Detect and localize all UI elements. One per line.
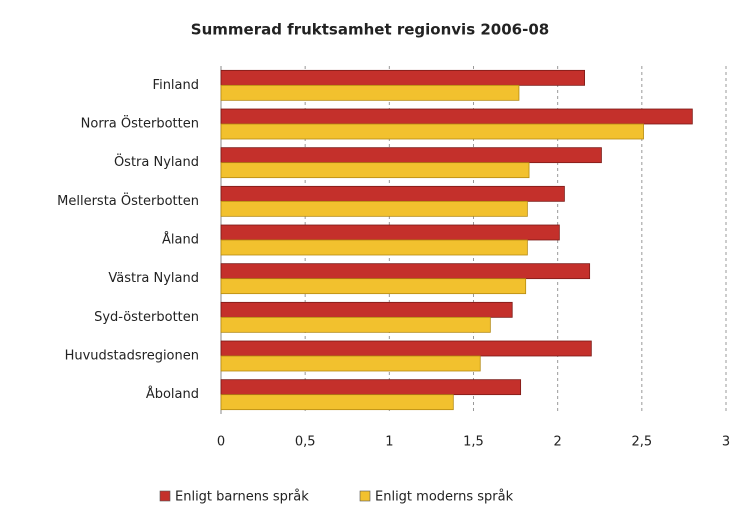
legend-label: Enligt barnens språk: [175, 490, 309, 505]
bar: [220, 147, 602, 164]
x-tick-label: 0: [217, 435, 225, 450]
bar: [220, 278, 527, 295]
bar: [220, 200, 528, 217]
y-tick-label: Mellersta Österbotten: [57, 192, 199, 209]
bar: [220, 224, 560, 241]
x-tick-label: 3: [722, 435, 730, 450]
y-tick-label: Åboland: [146, 386, 199, 402]
bar: [220, 185, 565, 202]
bar: [220, 301, 513, 318]
bar: [220, 108, 693, 125]
bar: [220, 379, 522, 396]
x-tick-label: 0,5: [295, 435, 316, 450]
y-tick-label: Syd-österbotten: [94, 310, 199, 325]
legend-swatch: [359, 490, 371, 502]
bar: [220, 394, 454, 411]
x-tick-label: 2: [554, 435, 562, 450]
legend-swatch: [159, 490, 171, 502]
y-tick-label: Östra Nyland: [114, 153, 199, 170]
bar: [220, 84, 520, 101]
bar: [220, 239, 528, 256]
chart-title: Summerad fruktsamhet regionvis 2006-08: [191, 21, 549, 39]
bar: [220, 123, 644, 140]
y-tick-label: Västra Nyland: [108, 271, 199, 286]
bar: [220, 69, 586, 86]
x-tick-label: 1,5: [463, 435, 484, 450]
bar: [220, 263, 591, 280]
y-tick-label: Huvudstadsregionen: [65, 349, 199, 364]
x-tick-label: 1: [385, 435, 393, 450]
y-tick-label: Åland: [162, 232, 199, 248]
x-tick-label: 2,5: [631, 435, 652, 450]
bar: [220, 355, 481, 372]
y-tick-label: Norra Österbotten: [81, 115, 199, 132]
legend-label: Enligt moderns språk: [375, 490, 514, 505]
bar: [220, 340, 592, 357]
bar: [220, 316, 491, 333]
bar: [220, 162, 530, 179]
y-tick-label: Finland: [153, 78, 199, 93]
